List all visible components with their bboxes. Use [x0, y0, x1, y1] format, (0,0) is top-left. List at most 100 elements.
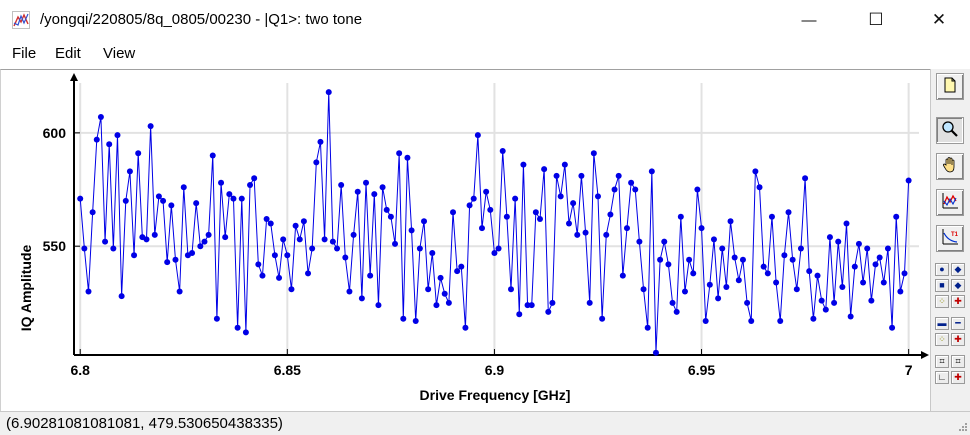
- data-point-147: [686, 256, 693, 263]
- diamond-marker-icon: ◆: [954, 264, 962, 274]
- data-point-145: [677, 213, 684, 220]
- diamond-marker-button[interactable]: ◆: [951, 263, 965, 276]
- plot-t1-button[interactable]: T1: [936, 225, 964, 252]
- square-marker-button[interactable]: ■: [935, 279, 949, 292]
- data-point-5: [97, 114, 104, 120]
- data-point-98: [483, 188, 490, 195]
- plot-style-button[interactable]: [936, 189, 964, 216]
- data-point-137: [644, 324, 651, 331]
- pan-button[interactable]: [936, 153, 964, 180]
- data-point-2: [85, 288, 92, 295]
- dash-icon: ▬: [937, 318, 947, 328]
- plot-style-icon: [941, 192, 959, 213]
- window-title: /yongqi/220805/8q_0805/00230 - |Q1>: two…: [40, 11, 363, 28]
- maximize-button[interactable]: ☐: [853, 0, 899, 40]
- data-point-198: [897, 288, 904, 295]
- data-point-153: [710, 236, 717, 243]
- data-point-0: [77, 195, 84, 202]
- data-point-179: [818, 297, 825, 304]
- dash-dot-line-button[interactable]: ━: [951, 317, 965, 330]
- ticks: 6.8 6.85 6.9 6.95 7 550 600: [43, 125, 913, 378]
- y-axis-label: IQ Amplitude: [18, 244, 34, 331]
- close-button[interactable]: ✕: [916, 0, 962, 40]
- data-point-93: [462, 324, 469, 331]
- data-point-76: [392, 240, 399, 247]
- data-point-110: [532, 209, 539, 216]
- data-point-105: [512, 195, 519, 202]
- point-marker-icon: ●: [939, 264, 945, 274]
- data-point-131: [619, 272, 626, 279]
- data-point-48: [276, 274, 283, 281]
- hash-button-2[interactable]: ⌗: [951, 355, 965, 368]
- data-point-100: [491, 250, 498, 256]
- iq-amplitude-chart[interactable]: 6.8 6.85 6.9 6.95 7 550 600 Drive Frequency [G…: [1, 70, 931, 412]
- down-arrow-button[interactable]: ✚: [951, 295, 965, 308]
- data-point-55: [305, 270, 312, 277]
- data-point-157: [727, 218, 734, 225]
- data-point-70: [367, 272, 374, 279]
- data-point-18: [151, 231, 158, 238]
- data-point-106: [516, 311, 523, 318]
- data-point-31: [205, 231, 212, 238]
- data-point-171: [785, 209, 792, 216]
- corner-button[interactable]: ∟: [935, 371, 949, 384]
- data-point-43: [255, 261, 262, 268]
- data-point-127: [603, 231, 610, 238]
- hash-button-1[interactable]: ⌗: [935, 355, 949, 368]
- menu-edit[interactable]: Edit: [55, 45, 81, 62]
- line-arrow-button[interactable]: ✚: [951, 333, 965, 346]
- data-point-109: [528, 302, 535, 309]
- x-tick-label-1: 6.85: [274, 362, 301, 378]
- data-point-148: [690, 270, 697, 277]
- data-point-156: [723, 284, 730, 290]
- data-point-67: [354, 188, 361, 195]
- data-point-32: [209, 152, 216, 159]
- x-axis-arrow: [921, 351, 929, 359]
- data-point-74: [383, 206, 390, 213]
- point-marker-button[interactable]: ●: [935, 263, 949, 276]
- data-point-119: [570, 200, 577, 207]
- data-point-7: [106, 141, 113, 148]
- data-point-167: [768, 213, 775, 220]
- data-point-96: [474, 132, 481, 139]
- data-point-45: [263, 216, 270, 222]
- data-point-117: [561, 161, 568, 168]
- new-page-button[interactable]: [936, 73, 964, 100]
- data-point-37: [230, 195, 237, 202]
- data-point-24: [176, 288, 183, 295]
- data-point-168: [773, 279, 780, 286]
- arrow-marker-icon: ✚: [954, 296, 962, 306]
- data-point-88: [441, 290, 448, 297]
- data-point-136: [640, 286, 647, 293]
- plot-canvas[interactable]: 6.8 6.85 6.9 6.95 7 550 600 Drive Frequency [G…: [0, 69, 930, 411]
- menu-bar: File Edit View: [0, 40, 970, 69]
- data-point-177: [810, 315, 817, 322]
- data-point-146: [681, 288, 688, 295]
- data-point-139: [652, 349, 659, 356]
- data-point-132: [623, 225, 630, 232]
- dash-line-button[interactable]: ▬: [935, 317, 949, 330]
- close-icon: ✕: [931, 10, 947, 29]
- data-point-199: [901, 270, 908, 277]
- data-point-108: [524, 302, 531, 309]
- data-point-134: [632, 186, 639, 193]
- corner-arrow-button[interactable]: ✚: [951, 371, 965, 384]
- dots-marker-button[interactable]: ⁘: [935, 295, 949, 308]
- resize-grip-icon[interactable]: [956, 421, 968, 433]
- arrow-marker-button[interactable]: ◆: [951, 279, 965, 292]
- data-point-87: [437, 274, 444, 281]
- axes: [70, 73, 929, 359]
- title-bar[interactable]: /yongqi/220805/8q_0805/00230 - |Q1>: two…: [0, 0, 970, 40]
- arrow-marker-icon: ◆: [954, 280, 962, 290]
- zoom-button[interactable]: [936, 117, 964, 144]
- menu-view[interactable]: View: [103, 45, 136, 62]
- data-point-20: [160, 197, 167, 204]
- data-point-11: [122, 197, 129, 204]
- chart-icon: [12, 11, 30, 29]
- minimize-button[interactable]: —: [786, 0, 832, 40]
- dots-line-button[interactable]: ⁘: [935, 333, 949, 346]
- data-point-63: [338, 182, 345, 188]
- menu-file[interactable]: File: [12, 45, 37, 62]
- y-tick-label-1: 600: [43, 125, 67, 141]
- data-point-118: [565, 220, 572, 227]
